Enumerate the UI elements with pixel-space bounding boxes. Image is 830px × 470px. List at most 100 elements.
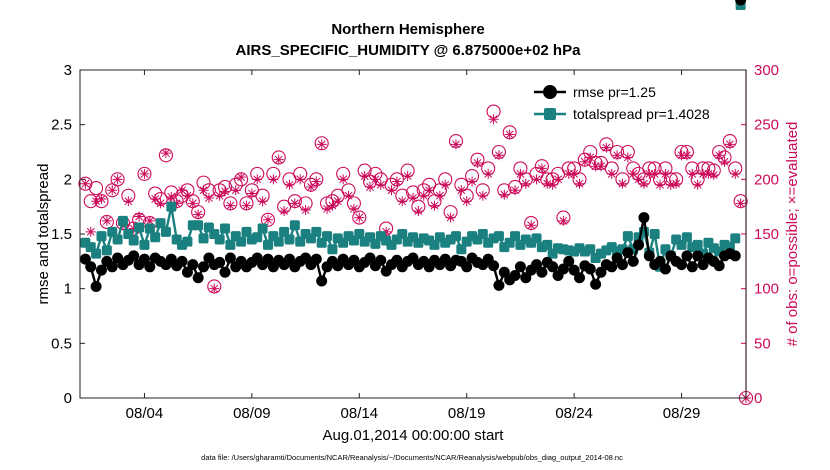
totalspread-point — [542, 239, 553, 250]
obs-evaluated-marker — [595, 161, 606, 172]
obs-evaluated-marker — [171, 198, 182, 209]
obs-evaluated-marker — [295, 174, 306, 185]
rmse-point — [90, 280, 102, 292]
obs-evaluated-marker — [123, 196, 134, 207]
obs-evaluated-marker — [499, 189, 510, 200]
obs-evaluated-marker — [80, 178, 91, 189]
obs-evaluated-marker — [714, 150, 725, 161]
totalspread-point — [112, 234, 123, 245]
obs-evaluated-marker — [338, 174, 349, 185]
obs-evaluated-marker — [477, 190, 488, 201]
totalspread-point — [649, 229, 660, 239]
x-tick-label: 08/29 — [663, 405, 701, 422]
legend-rmse-label: rmse pr=1.25 — [573, 84, 656, 100]
obs-evaluated-marker — [450, 139, 461, 150]
totalspread-point — [107, 226, 118, 237]
rmse-point — [681, 250, 693, 262]
totalspread-point — [370, 238, 381, 249]
totalspread-point — [681, 232, 692, 243]
totalspread-point — [160, 226, 171, 237]
obs-evaluated-marker — [246, 188, 257, 199]
rmse-point — [192, 272, 204, 284]
obs-evaluated-marker — [708, 169, 719, 180]
obs-evaluated-marker — [370, 174, 381, 185]
obs-evaluated-marker — [316, 139, 327, 150]
rmse-point — [138, 253, 150, 265]
totalspread-point — [91, 248, 102, 259]
totalspread-point — [182, 236, 193, 247]
obs-evaluated-marker — [375, 179, 386, 190]
obs-evaluated-marker — [724, 139, 735, 150]
totalspread-point — [622, 231, 633, 242]
obs-evaluated-marker — [209, 283, 220, 294]
obs-evaluated-marker — [348, 203, 359, 214]
obs-evaluated-marker — [332, 196, 343, 207]
rmse-point — [595, 266, 607, 278]
totalspread-point — [139, 239, 150, 250]
obs-evaluated-marker — [569, 168, 580, 179]
totalspread-point — [510, 231, 521, 242]
obs-evaluated-marker — [139, 168, 150, 179]
obs-evaluated-marker — [198, 185, 209, 196]
totalspread-point — [585, 244, 596, 255]
rmse-point — [713, 260, 725, 272]
obs-evaluated-marker — [633, 174, 644, 185]
obs-evaluated-marker — [698, 168, 709, 179]
obs-evaluated-marker — [585, 152, 596, 163]
rmse-point — [176, 255, 188, 267]
obs-evaluated-marker — [193, 209, 204, 220]
rmse-point — [638, 212, 650, 224]
rmse-point — [310, 253, 322, 265]
rmse-point — [364, 252, 376, 264]
obs-evaluated-marker — [719, 156, 730, 167]
obs-evaluated-marker — [101, 215, 112, 226]
y-axis-label-left: rmse and totalspread — [35, 164, 52, 305]
obs-evaluated-marker — [273, 154, 284, 165]
obs-evaluated-marker — [381, 226, 392, 237]
rmse-point — [128, 250, 140, 262]
obs-evaluated-marker — [601, 142, 612, 153]
rmse-point — [85, 261, 97, 273]
rmse-point — [144, 261, 156, 273]
y-right-tick-label: 150 — [754, 226, 779, 243]
obs-evaluated-marker — [284, 179, 295, 190]
obs-possible-marker — [260, 212, 276, 227]
rmse-point — [547, 261, 559, 273]
obs-evaluated-marker — [644, 168, 655, 179]
obs-evaluated-marker — [687, 168, 698, 179]
y-left-tick-label: 0 — [64, 390, 72, 407]
totalspread-point — [144, 223, 155, 234]
totalspread-point — [193, 220, 204, 231]
obs-evaluated-marker — [531, 174, 542, 185]
totalspread-point — [295, 236, 306, 247]
rmse-point — [627, 255, 639, 267]
obs-evaluated-marker — [622, 152, 633, 163]
obs-evaluated-marker — [300, 204, 311, 215]
rmse-point — [514, 261, 526, 273]
obs-evaluated-marker — [402, 171, 413, 182]
obs-evaluated-marker — [160, 148, 171, 159]
rmse-point — [488, 260, 500, 272]
chart-title-line-2: AIRS_SPECIFIC_HUMIDITY @ 6.875000e+02 hP… — [236, 42, 582, 59]
y-right-tick-label: 300 — [754, 62, 779, 79]
obs-possible-marker — [99, 214, 114, 230]
obs-evaluated-marker — [177, 185, 188, 196]
obs-evaluated-marker — [220, 186, 231, 197]
rmse-point — [262, 253, 274, 265]
totalspread-point — [429, 239, 440, 250]
rmse-point — [214, 256, 226, 268]
legend-spread-marker — [544, 108, 556, 120]
totalspread-point — [456, 244, 467, 255]
y-left-tick-label: 2 — [64, 171, 72, 188]
obs-evaluated-marker — [488, 114, 499, 125]
obs-evaluated-marker — [510, 185, 521, 196]
rmse-point — [187, 259, 199, 271]
obs-evaluated-marker — [617, 178, 628, 189]
rmse-point — [493, 279, 505, 291]
y-left-tick-label: 1.5 — [51, 226, 72, 243]
obs-evaluated-marker — [553, 174, 564, 185]
chart-title-line-1: Northern Hemisphere — [331, 21, 484, 38]
obs-evaluated-marker — [150, 194, 161, 205]
obs-evaluated-marker — [493, 150, 504, 161]
